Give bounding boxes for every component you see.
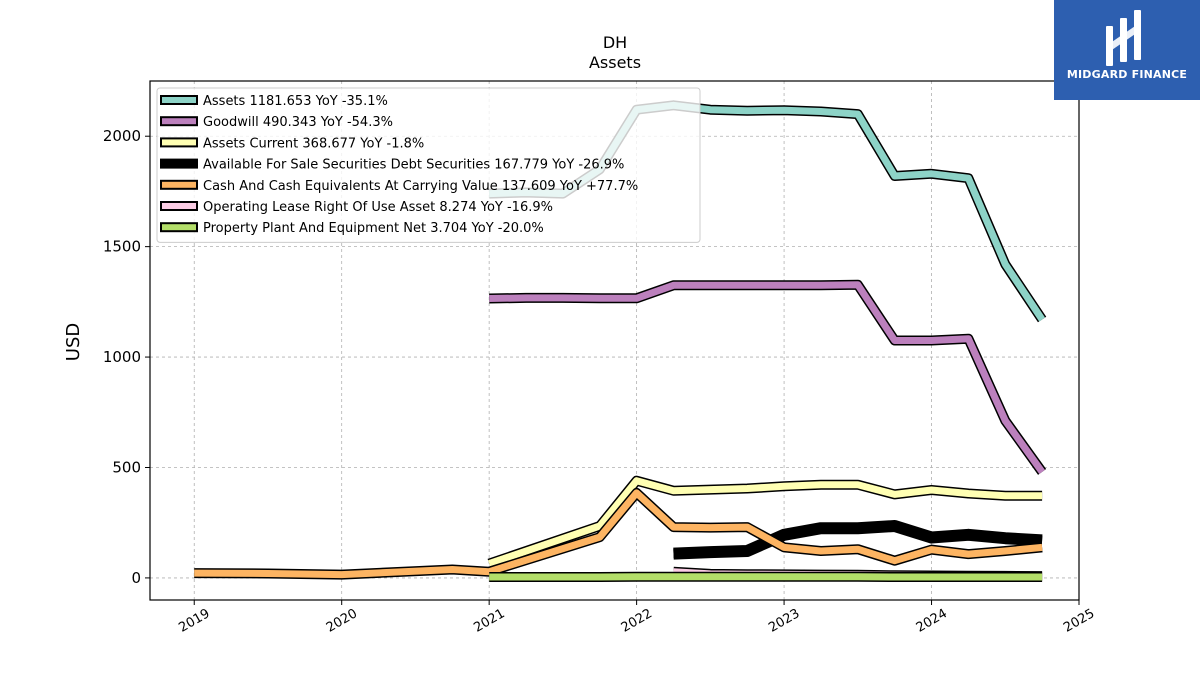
legend-label: Operating Lease Right Of Use Asset 8.274… xyxy=(203,200,553,215)
legend-label: Property Plant And Equipment Net 3.704 Y… xyxy=(203,221,544,236)
legend-swatch xyxy=(160,201,198,211)
legend-swatch xyxy=(160,95,198,105)
x-tick-label: 2019 xyxy=(176,606,212,636)
logo-text: MIDGARD FINANCE xyxy=(1066,68,1188,81)
midgard-finance-logo: MIDGARD FINANCE xyxy=(1054,0,1200,100)
series-line xyxy=(488,477,1043,567)
y-tick-label: 0 xyxy=(131,569,141,587)
legend-swatch xyxy=(160,222,198,233)
legend-label: Available For Sale Securities Debt Secur… xyxy=(203,158,624,173)
y-tick-label: 500 xyxy=(112,458,141,476)
chart-title: DH xyxy=(603,33,627,52)
series-line xyxy=(673,521,1043,559)
legend-label: Goodwill 490.343 YoY -54.3% xyxy=(203,115,393,130)
series-line-outline xyxy=(489,279,1047,475)
x-tick-label: 2025 xyxy=(1061,606,1097,636)
y-tick-label: 1500 xyxy=(103,238,141,256)
legend-swatch xyxy=(160,179,198,190)
y-tick-label: 2000 xyxy=(103,127,141,145)
logo-mark-icon xyxy=(1106,10,1141,66)
legend-label: Assets Current 368.677 YoY -1.8% xyxy=(203,136,424,151)
legend: Assets 1181.653 YoY -35.1% Goodwill 490.3… xyxy=(156,87,701,243)
x-tick-label: 2023 xyxy=(766,606,802,636)
series-lines xyxy=(194,100,1047,582)
series-line xyxy=(489,281,1045,474)
legend-swatch xyxy=(160,137,198,148)
y-axis-label: USD xyxy=(63,323,84,361)
legend-swatch xyxy=(160,158,198,169)
legend-box xyxy=(156,87,701,243)
legend-swatch xyxy=(160,116,198,127)
x-tick-label: 2021 xyxy=(471,606,507,636)
x-tick-label: 2022 xyxy=(619,606,655,636)
plot-frame xyxy=(149,80,1080,601)
x-tick-label: 2020 xyxy=(324,606,360,636)
y-tick-label: 1000 xyxy=(103,348,141,366)
chart-subtitle: Assets xyxy=(589,53,641,72)
x-tick-label: 2024 xyxy=(914,606,950,636)
series-line xyxy=(194,489,1043,579)
legend-label: Assets 1181.653 YoY -35.1% xyxy=(203,94,388,109)
legend-label: Cash And Cash Equivalents At Carrying Va… xyxy=(203,179,638,194)
